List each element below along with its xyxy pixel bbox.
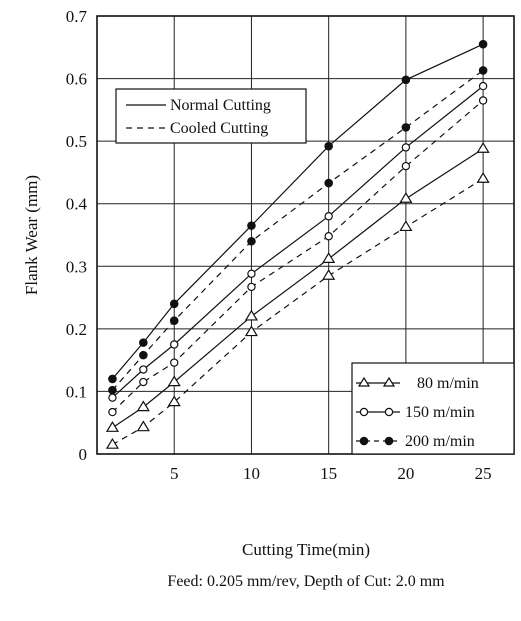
series-150-cooled xyxy=(108,96,488,417)
series-80-normal xyxy=(105,141,490,432)
y-tick-label: 0.4 xyxy=(66,195,88,214)
legend-80-marker-1 xyxy=(357,376,371,387)
x-tick-label: 10 xyxy=(243,464,260,483)
y-tick-label: 0.5 xyxy=(66,132,87,151)
y-tick-label: 0.2 xyxy=(66,320,87,339)
data-point-150-cooled xyxy=(108,407,117,417)
y-tick-label: 0.3 xyxy=(66,257,87,276)
plot-frame xyxy=(96,15,515,455)
series-layer xyxy=(105,39,490,449)
data-point-150-cooled xyxy=(324,232,333,241)
data-point-200-normal xyxy=(247,221,256,230)
legend-150-marker-1 xyxy=(359,407,369,417)
data-point-150-cooled xyxy=(247,282,256,292)
legend-150-label: 150 m/min xyxy=(405,404,475,421)
y-tick-label: 0.1 xyxy=(66,382,87,401)
data-point-200-normal xyxy=(108,374,117,384)
data-point-150-normal xyxy=(139,365,148,374)
data-point-80-cooled xyxy=(399,220,413,232)
chart-footnote: Feed: 0.205 mm/rev, Depth of Cut: 2.0 mm xyxy=(167,573,445,590)
data-point-80-cooled xyxy=(244,325,259,337)
x-tick-label: 20 xyxy=(397,464,414,483)
data-point-150-cooled xyxy=(401,161,411,171)
series-150-normal xyxy=(108,81,488,402)
legend-150-marker-2 xyxy=(384,407,394,417)
data-point-80-normal xyxy=(476,141,490,153)
legend-normal-label: Normal Cutting xyxy=(170,97,271,114)
series-80-cooled xyxy=(105,172,490,449)
data-point-150-normal xyxy=(401,143,411,152)
x-tick-label: 15 xyxy=(320,464,337,483)
data-point-80-normal xyxy=(399,192,413,203)
y-tick-label: 0.6 xyxy=(66,70,87,89)
y-axis-title: Flank Wear (mm) xyxy=(22,175,41,295)
legend-speed: 80 m/min 150 m/min 200 m/min xyxy=(351,362,515,455)
data-point-80-normal xyxy=(136,400,150,412)
data-point-150-cooled xyxy=(170,358,179,367)
ticks-layer: 5 10 15 20 25 0 0.1 0.2 0.3 0.4 0.5 0.6 0.7 xyxy=(66,7,492,483)
data-point-200-cooled xyxy=(169,316,179,326)
data-point-150-cooled xyxy=(478,96,488,105)
legend-200-label: 200 m/min xyxy=(405,433,475,450)
y-tick-label: 0.7 xyxy=(66,7,88,26)
legend-speed-box xyxy=(351,362,515,455)
data-point-200-cooled xyxy=(478,66,488,75)
data-point-200-cooled xyxy=(139,350,148,360)
data-point-200-cooled xyxy=(401,123,411,132)
data-point-150-normal xyxy=(170,340,179,349)
data-point-80-normal xyxy=(105,421,120,432)
data-point-80-cooled xyxy=(105,437,120,449)
x-tick-label: 25 xyxy=(475,464,492,483)
series-200-normal xyxy=(108,39,488,384)
data-point-200-normal xyxy=(324,141,333,151)
legend-80-marker-2 xyxy=(382,376,396,387)
data-point-200-normal xyxy=(139,338,148,347)
data-point-80-cooled xyxy=(136,420,150,432)
data-point-200-normal xyxy=(169,299,179,309)
x-axis-title: Cutting Time(min) xyxy=(242,540,370,559)
data-point-80-normal xyxy=(322,252,336,263)
data-point-80-cooled xyxy=(322,269,336,280)
data-point-80-normal xyxy=(167,375,181,387)
data-point-150-normal xyxy=(108,393,117,402)
legend-200-marker-1 xyxy=(359,436,369,446)
data-point-80-normal xyxy=(244,309,259,321)
series-200-cooled xyxy=(108,66,488,395)
y-tick-label: 0 xyxy=(79,445,88,464)
legend-cooled-label: Cooled Cutting xyxy=(170,120,268,137)
data-point-150-normal xyxy=(478,81,488,91)
data-point-80-cooled xyxy=(167,395,181,407)
data-point-200-cooled xyxy=(108,385,117,395)
data-point-150-normal xyxy=(324,212,333,221)
data-point-200-cooled xyxy=(324,178,333,188)
data-point-150-normal xyxy=(247,269,256,278)
x-tick-label: 5 xyxy=(170,464,179,483)
data-point-200-normal xyxy=(401,75,411,85)
data-point-200-cooled xyxy=(247,236,256,246)
legend-80-label: 80 m/min xyxy=(417,375,479,392)
data-point-200-normal xyxy=(478,39,488,49)
data-point-150-cooled xyxy=(139,377,148,387)
legend-linestyle: Normal Cutting Cooled Cutting xyxy=(115,88,307,144)
legend-linestyle-box xyxy=(115,88,307,144)
data-point-80-cooled xyxy=(476,172,490,183)
legend-200-marker-2 xyxy=(384,436,394,446)
